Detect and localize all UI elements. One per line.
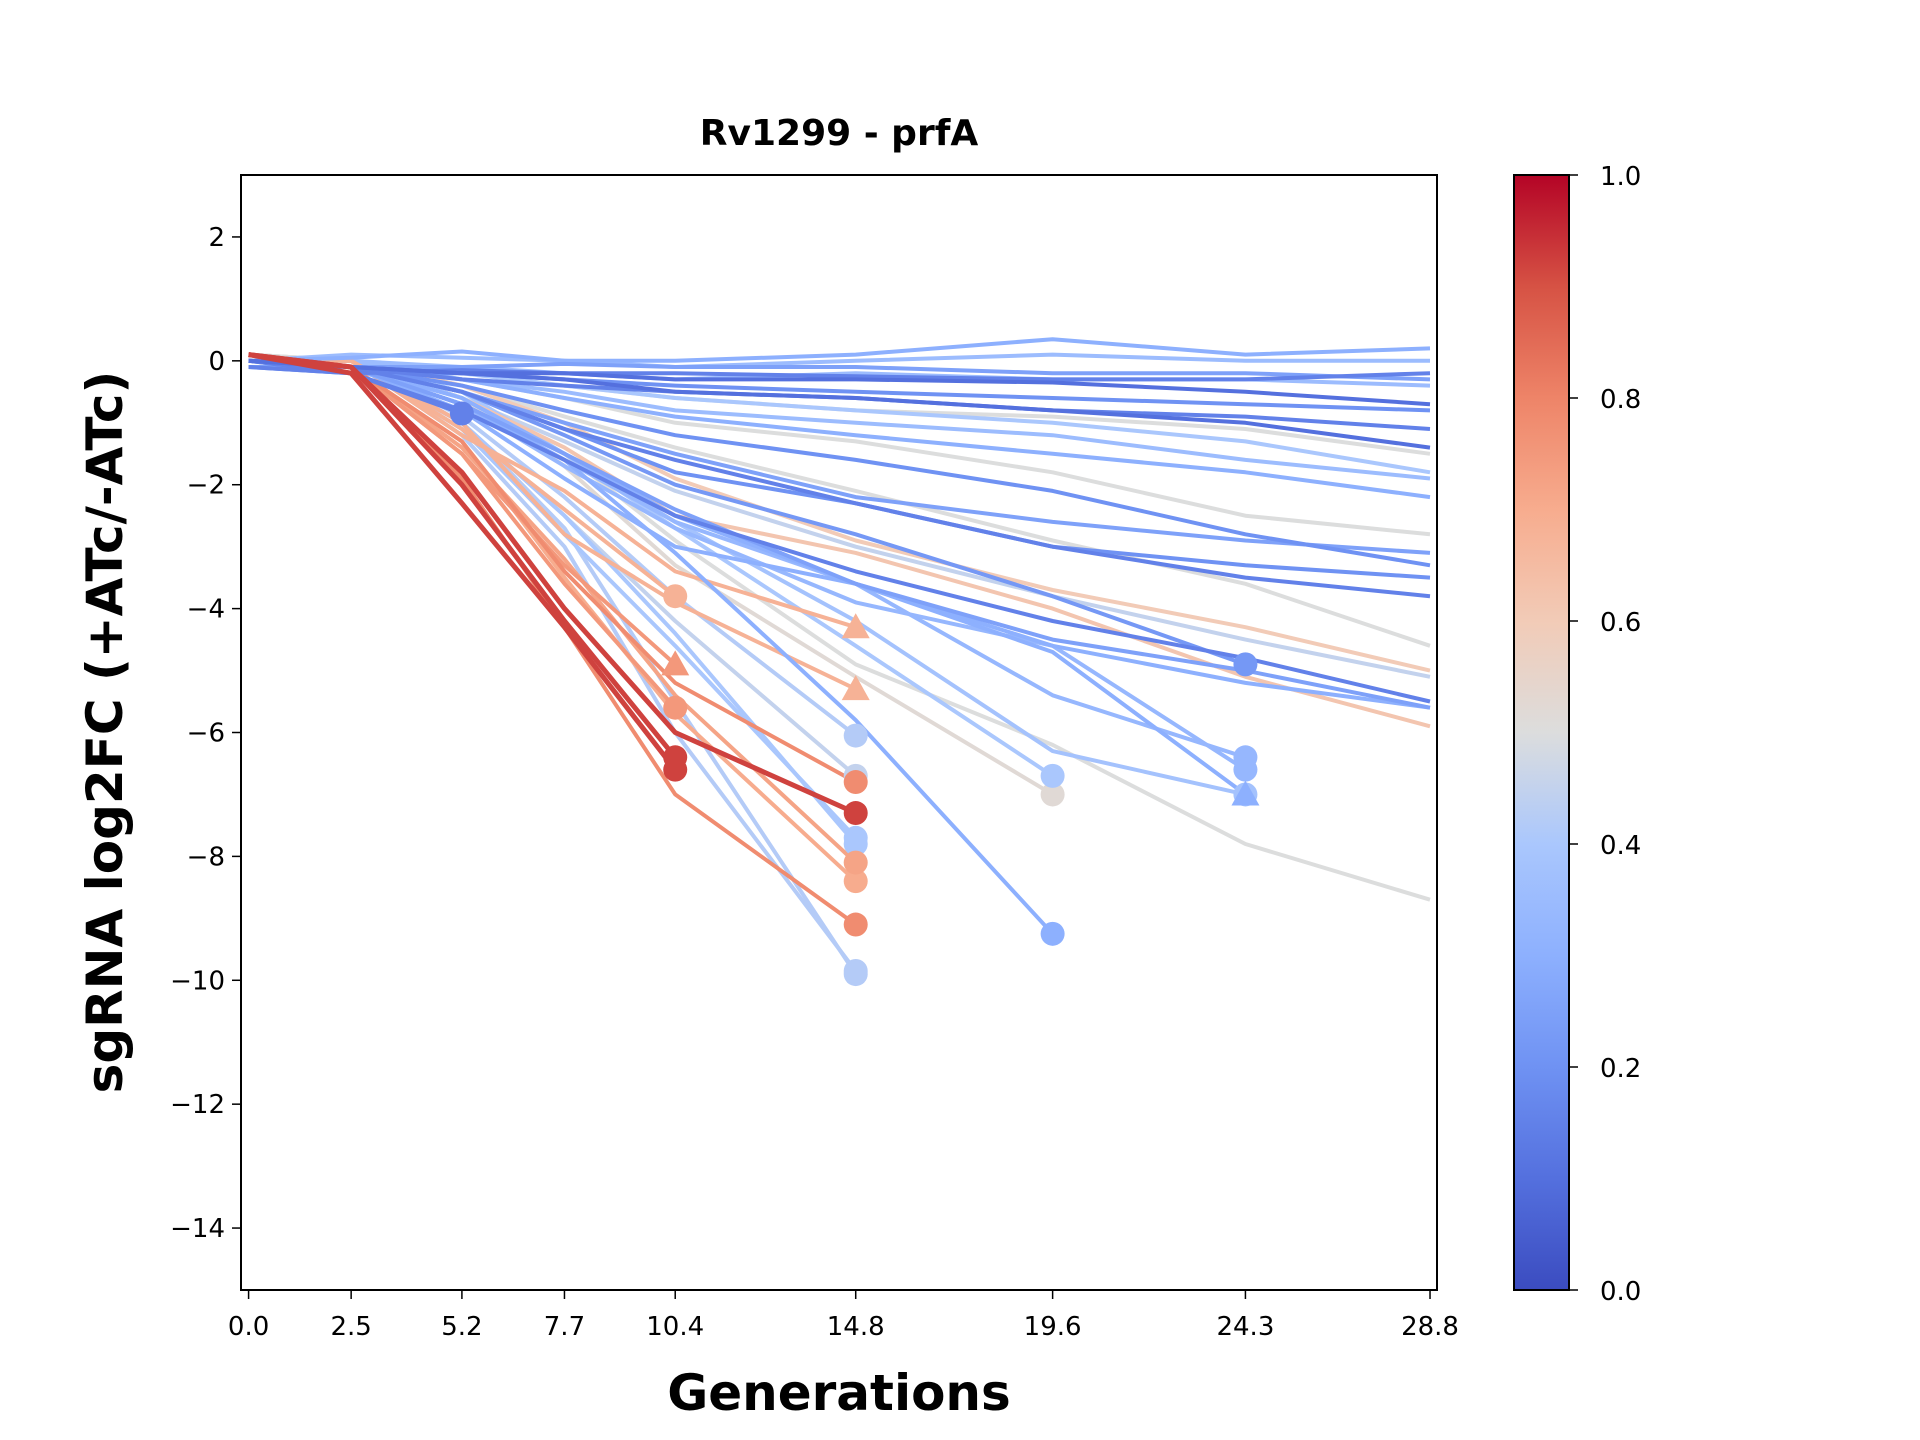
series-end-marker-50 [1233,757,1258,782]
series-end-marker-52 [1231,780,1260,806]
x-tick-label: 7.7 [544,1312,585,1342]
colorbar-tick-label: 1.0 [1600,162,1641,192]
x-tick-label: 10.4 [646,1312,704,1342]
y-tick-label: −10 [170,966,225,996]
y-tick-label: −8 [187,842,225,872]
series-end-marker-36 [843,770,868,795]
y-tick-label: −2 [187,471,225,501]
colorbar [1513,174,1570,1291]
series-line-37 [248,352,857,816]
y-axis-ticks: 2 0 −2 −4 −6 −8 −10 −12 −14 [170,223,241,1244]
series-line-18 [248,358,1431,599]
x-axis-label: Generations [667,1364,1011,1422]
x-tick-label: 5.2 [441,1312,482,1342]
colorbar-tick-label: 0.0 [1600,1277,1641,1307]
series-end-marker-42 [843,912,868,937]
y-tick-label: −4 [187,595,225,625]
series-end-marker-29 [663,695,688,720]
x-tick-label: 19.6 [1024,1312,1082,1342]
series-end-marker-47 [1040,921,1065,946]
series-end-marker-44 [843,962,868,987]
marker-layer [449,401,1260,987]
y-tick-label: −6 [187,719,225,749]
colorbar-tick-label: 0.2 [1600,1054,1641,1084]
series-line-22 [248,358,1431,710]
chart-title: Rv1299 - prfA [700,113,979,154]
series-end-marker-46 [1040,782,1065,807]
y-tick-label: −12 [170,1090,225,1120]
series-end-marker-33 [841,675,870,701]
plot-frame [240,174,1438,1291]
series-end-marker-40 [843,850,868,875]
y-tick-label: −14 [170,1214,225,1244]
series-end-marker-26 [449,401,474,426]
series-line-45 [248,358,1054,778]
y-axis-label: sgRNA log2FC (+ATc/-ATc) [76,371,134,1094]
colorbar-tick-label: 0.8 [1600,385,1641,415]
series-layer [248,337,1431,976]
series-end-marker-28 [661,650,690,676]
series-end-marker-37 [843,801,868,826]
series-line-10 [248,358,1431,475]
series-end-marker-45 [1040,763,1065,788]
x-tick-label: 2.5 [330,1312,371,1342]
colorbar-tick-label: 0.6 [1600,608,1641,638]
series-line-33 [248,358,857,691]
series-end-marker-32 [841,613,870,639]
series-end-marker-31 [663,757,688,782]
series-end-marker-48 [1233,652,1258,677]
series-line-8 [248,358,1431,450]
series-end-marker-27 [663,584,688,609]
series-end-marker-34 [843,723,868,748]
series-end-marker-41 [843,869,868,894]
x-axis-ticks: 0.0 2.5 5.2 7.7 10.4 14.8 19.6 24.3 28.8 [228,1290,1459,1342]
series-line-0 [248,337,1431,363]
colorbar-ticks: 0.0 0.2 0.4 0.6 0.8 1.0 [1569,162,1641,1307]
x-tick-label: 14.8 [827,1312,885,1342]
x-tick-label: 28.8 [1401,1312,1459,1342]
y-tick-label: 0 [208,347,225,377]
y-tick-label: 2 [208,223,225,253]
series-line-3 [248,361,1431,382]
x-tick-label: 24.3 [1216,1312,1274,1342]
x-tick-label: 0.0 [228,1312,269,1342]
series-line-31 [248,352,678,772]
series-end-marker-39 [843,832,868,856]
colorbar-tick-label: 0.4 [1600,831,1641,861]
